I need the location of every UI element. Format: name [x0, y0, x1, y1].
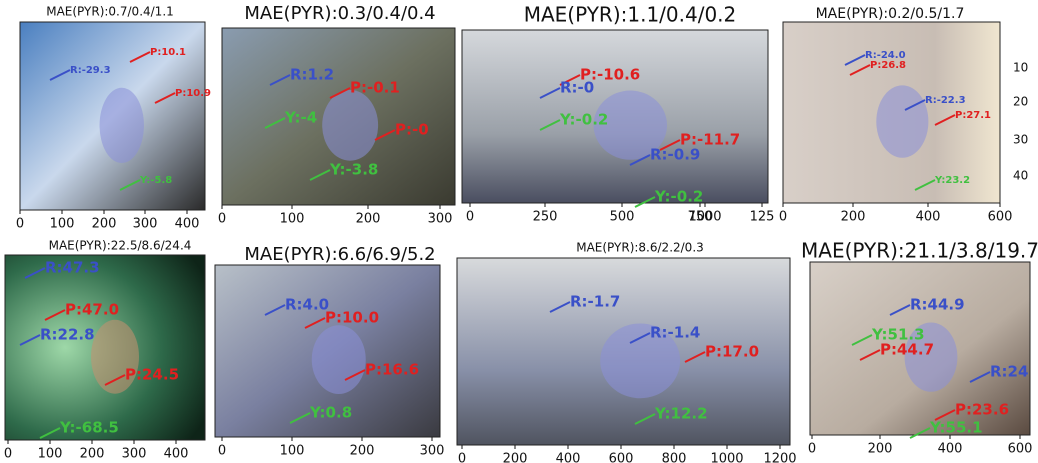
pose-label: R:-22.3: [925, 95, 966, 106]
panel-title: MAE(PYR):1.1/0.4/0.2: [524, 3, 737, 27]
x-tick-label: 200: [841, 210, 866, 225]
pose-label: R:-1.4: [650, 324, 700, 342]
pose-label: Y:-68.5: [59, 419, 119, 437]
x-tick-label: 125: [750, 210, 775, 225]
pose-label: Y:-5.8: [139, 175, 172, 186]
pose-label: P:44.7: [880, 341, 934, 359]
pose-label: Y:-0.2: [559, 111, 608, 129]
x-tick-label: 300: [420, 444, 445, 459]
pose-label: P:16.6: [365, 361, 419, 379]
x-tick-label: 300: [428, 212, 453, 227]
pose-label: R:22.8: [40, 326, 95, 344]
y-tick-label: 20: [1013, 95, 1028, 109]
x-tick-label: 0: [16, 217, 24, 232]
x-tick-label: 600: [1008, 442, 1033, 457]
y-tick-label: 40: [1013, 169, 1028, 183]
x-tick-label: 200: [80, 447, 105, 462]
panel-title: MAE(PYR):0.2/0.5/1.7: [816, 6, 965, 22]
pose-label: Y:-4: [284, 109, 317, 127]
pose-label: P:10.9: [175, 88, 211, 99]
pose-label: P:10.1: [150, 47, 186, 58]
panel-title: MAE(PYR):8.6/2.2/0.3: [576, 241, 704, 255]
panel-title: MAE(PYR):0.7/0.4/1.1: [46, 5, 174, 19]
y-tick-label: 30: [1013, 133, 1028, 147]
x-tick-label: 100: [38, 447, 63, 462]
x-tick-label: 400: [164, 447, 189, 462]
pose-label: P:-0: [395, 121, 429, 139]
x-tick-label: 100: [280, 212, 305, 227]
pose-label: P:27.1: [955, 110, 991, 121]
pose-label: R:4.0: [285, 296, 329, 314]
panel-title: MAE(PYR):0.3/0.4/0.4: [244, 3, 435, 24]
pose-label: R:44.9: [910, 296, 965, 314]
pose-label: R:-0.9: [650, 146, 700, 164]
face: [322, 90, 378, 161]
x-tick-label: 100: [50, 217, 75, 232]
pose-label: P:-0.1: [350, 79, 400, 97]
x-tick-label: 0: [458, 452, 466, 463]
x-tick-label: 0: [4, 447, 12, 462]
figure: MAE(PYR):0.7/0.4/1.10100200300400P:10.1R…: [0, 0, 1038, 463]
pose-label: Y:-0.2: [654, 188, 703, 206]
x-tick-label: 400: [916, 210, 941, 225]
x-tick-label: 200: [868, 442, 893, 457]
pose-label: P:26.8: [870, 60, 906, 71]
y-tick-label: 10: [1013, 61, 1028, 75]
x-tick-label: 600: [988, 210, 1013, 225]
pose-label: P:17.0: [705, 343, 759, 361]
x-tick-label: 0: [466, 210, 474, 225]
x-tick-label: 400: [938, 442, 963, 457]
x-tick-label: 250: [533, 210, 558, 225]
pose-label: P:24.5: [125, 366, 179, 384]
pose-label: R:-1.7: [570, 293, 620, 311]
x-tick-label: 200: [92, 217, 117, 232]
pose-label: R:47.3: [45, 259, 100, 277]
x-tick-label: 200: [503, 452, 528, 463]
pose-label: Y:0.8: [309, 404, 352, 422]
x-tick-label: 0: [218, 212, 226, 227]
x-tick-label: 1000: [688, 210, 721, 225]
pose-label: R:-0: [560, 79, 594, 97]
x-tick-label: 600: [609, 452, 634, 463]
pose-label: Y:23.2: [934, 175, 970, 186]
x-tick-label: 800: [662, 452, 687, 463]
panel-title: MAE(PYR):21.1/3.8/19.7: [801, 239, 1038, 263]
x-tick-label: 100: [280, 444, 305, 459]
panel-title: MAE(PYR):22.5/8.6/24.4: [49, 239, 192, 253]
face: [876, 85, 928, 157]
pose-label: Y:-3.8: [329, 161, 378, 179]
x-tick-label: 0: [218, 444, 226, 459]
pose-label: R:24: [990, 363, 1028, 381]
x-tick-label: 400: [556, 452, 581, 463]
pose-label: P:47.0: [65, 301, 119, 319]
pose-label: Y:55.1: [929, 419, 983, 437]
x-tick-label: 400: [175, 217, 200, 232]
x-tick-label: 200: [356, 212, 381, 227]
pose-label: P:23.6: [955, 401, 1009, 419]
x-tick-label: 0: [808, 442, 816, 457]
x-tick-label: 0: [779, 210, 787, 225]
x-tick-label: 500: [610, 210, 635, 225]
face: [312, 325, 366, 394]
x-tick-label: 200: [350, 444, 375, 459]
x-tick-label: 1200: [763, 452, 796, 463]
panel-title: MAE(PYR):6.6/6.9/5.2: [244, 244, 435, 265]
pose-label: R:-29.3: [70, 65, 111, 76]
x-tick-label: 1000: [710, 452, 743, 463]
x-tick-label: 300: [122, 447, 147, 462]
pose-label: R:1.2: [290, 66, 334, 84]
pose-label: Y:12.2: [654, 405, 708, 423]
face: [100, 88, 144, 163]
pose-label: P:10.0: [325, 309, 379, 327]
x-tick-label: 300: [133, 217, 158, 232]
